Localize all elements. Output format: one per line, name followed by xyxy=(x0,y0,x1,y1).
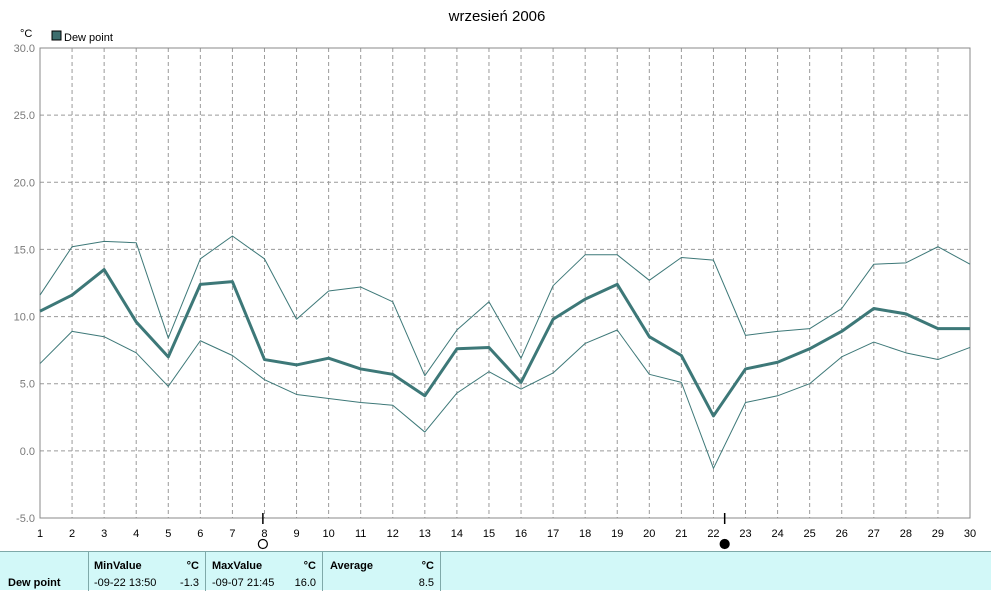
x-tick-label: 3 xyxy=(101,528,107,540)
max-value: 16.0 xyxy=(294,577,316,589)
grid xyxy=(40,48,970,518)
avg-unit: °C xyxy=(421,560,434,572)
plot-area-border xyxy=(39,47,971,519)
series-line-max xyxy=(39,235,971,377)
x-tick-label: 2 xyxy=(69,528,75,540)
x-tick-label: 20 xyxy=(643,528,655,540)
stats-avg-cell: Average °C 8.5 xyxy=(323,552,441,591)
x-axis: 1 2 3 4 5 6 7 8 9 10 11 12 13 14 15 16 17 18 19 20 21 22 23 24 2… xyxy=(37,528,976,540)
x-tick-label: 11 xyxy=(355,528,366,540)
full-moon-icon xyxy=(257,538,268,550)
x-tick-label: 29 xyxy=(932,528,944,540)
max-unit: °C xyxy=(303,560,316,572)
new-moon-icon xyxy=(719,538,730,550)
stats-max-cell: MaxValue °C -09-07 21:45 16.0 xyxy=(206,552,323,591)
x-tick-label: 13 xyxy=(419,528,431,540)
x-tick-label: 9 xyxy=(293,528,299,540)
min-value: -1.3 xyxy=(180,577,199,589)
y-unit-label: °C xyxy=(20,28,32,40)
x-tick-label: 26 xyxy=(836,528,848,540)
chart-title: wrzesień 2006 xyxy=(448,8,546,25)
x-tick-label: 12 xyxy=(387,528,399,540)
legend-swatch xyxy=(51,30,62,41)
y-axis: 30.0 25.0 20.0 15.0 10.0 5.0 0.0 -5.0 xyxy=(14,43,35,525)
stats-min-cell: MinValue °C -09-22 13:50 -1.3 xyxy=(89,552,206,591)
x-tick-label: 28 xyxy=(900,528,912,540)
x-tick-label: 27 xyxy=(868,528,880,540)
y-tick-label: 20.0 xyxy=(14,177,35,189)
x-tick-label: 18 xyxy=(579,528,591,540)
series xyxy=(39,235,971,469)
x-tick-label: 10 xyxy=(322,528,334,540)
x-tick-label: 17 xyxy=(547,528,559,540)
min-time: -09-22 13:50 xyxy=(94,577,157,589)
max-header: MaxValue xyxy=(212,560,263,572)
x-tick-label: 14 xyxy=(451,528,463,540)
x-tick-label: 5 xyxy=(165,528,171,540)
stats-panel: Dew point MinValue °C -09-22 13:50 -1.3 … xyxy=(0,551,991,591)
max-time: -09-07 21:45 xyxy=(212,577,275,589)
avg-value: 8.5 xyxy=(418,577,434,589)
y-tick-label: 15.0 xyxy=(14,244,35,256)
x-tick-label: 22 xyxy=(707,528,719,540)
x-tick-label: 1 xyxy=(37,528,43,540)
dew-point-chart: wrzesień 2006 °C Dew point 30.025.020.01… xyxy=(14,8,976,550)
avg-header: Average xyxy=(330,560,374,572)
y-tick-label: 25.0 xyxy=(14,110,35,122)
x-tick-label: 4 xyxy=(133,528,139,540)
min-unit: °C xyxy=(186,560,199,572)
y-tick-label: 0.0 xyxy=(20,446,35,458)
min-header: MinValue xyxy=(94,560,142,572)
stats-row-label: Dew point xyxy=(8,577,61,589)
x-tick-label: 19 xyxy=(611,528,623,540)
x-tick-label: 6 xyxy=(197,528,203,540)
x-tick-label: 7 xyxy=(229,528,235,540)
series-line-average xyxy=(39,268,970,418)
series-line-min xyxy=(39,329,971,469)
y-tick-label: 5.0 xyxy=(20,379,35,391)
y-tick-label: 30.0 xyxy=(14,43,35,55)
moon-phases xyxy=(257,513,730,550)
x-tick-label: 15 xyxy=(483,528,495,540)
x-tick-label: 30 xyxy=(964,528,976,540)
x-tick-label: 25 xyxy=(804,528,816,540)
x-tick-label: 24 xyxy=(771,528,783,540)
x-tick-label: 8 xyxy=(261,528,267,540)
x-tick-label: 23 xyxy=(739,528,751,540)
y-tick-label: 10.0 xyxy=(14,312,35,324)
legend-label: Dew point xyxy=(64,32,113,44)
x-tick-label: 16 xyxy=(515,528,527,540)
y-tick-label: -5.0 xyxy=(16,513,35,525)
stats-row-label-cell: Dew point xyxy=(0,552,89,591)
x-tick-label: 21 xyxy=(675,528,687,540)
